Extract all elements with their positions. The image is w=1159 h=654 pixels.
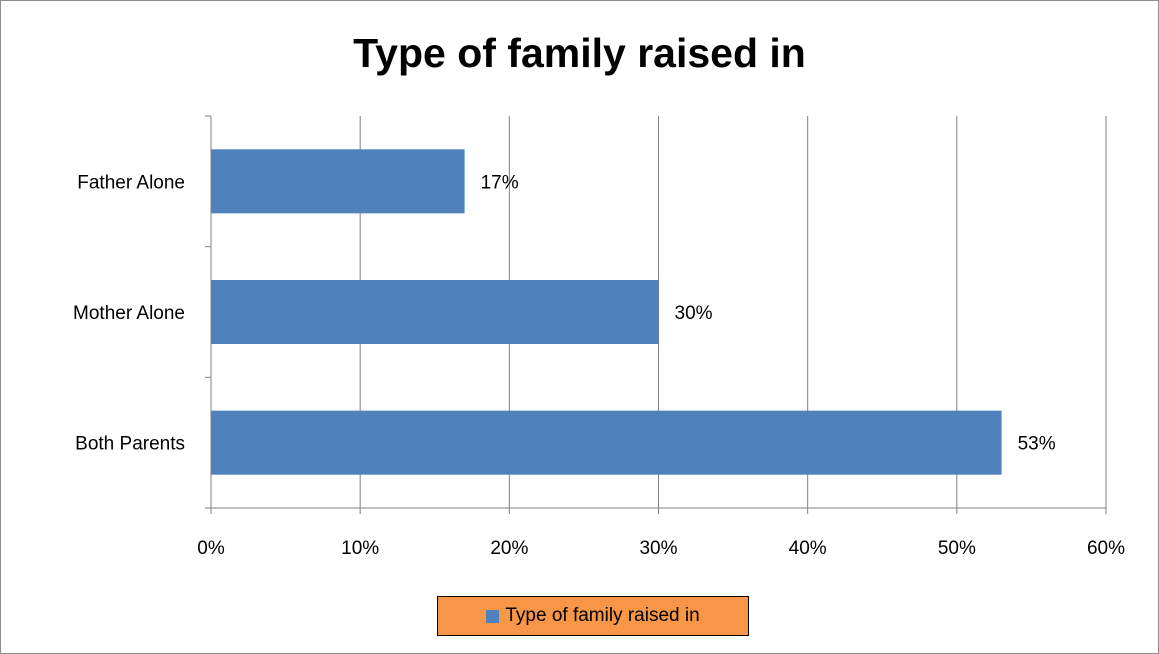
x-tick-label: 60% [1087,538,1125,559]
legend-label: Type of family raised in [505,605,700,626]
x-tick-label: 10% [341,538,379,559]
x-tick-label: 20% [490,538,528,559]
bar [211,410,1002,475]
x-tick-label: 40% [789,538,827,559]
chart-title: Type of family raised in [353,30,806,76]
category-label: Mother Alone [73,303,185,324]
category-label: Both Parents [75,434,185,455]
bar [211,149,465,214]
x-tick-label: 0% [197,538,225,559]
data-label: 17% [481,172,519,193]
data-label: 53% [1018,434,1056,455]
legend: Type of family raised in [437,596,749,636]
bar [211,279,659,345]
data-label: 30% [675,303,713,324]
category-label: Father Alone [77,172,185,193]
x-tick-label: 30% [639,538,677,559]
x-tick-label: 50% [938,538,976,559]
legend-swatch [486,609,500,623]
